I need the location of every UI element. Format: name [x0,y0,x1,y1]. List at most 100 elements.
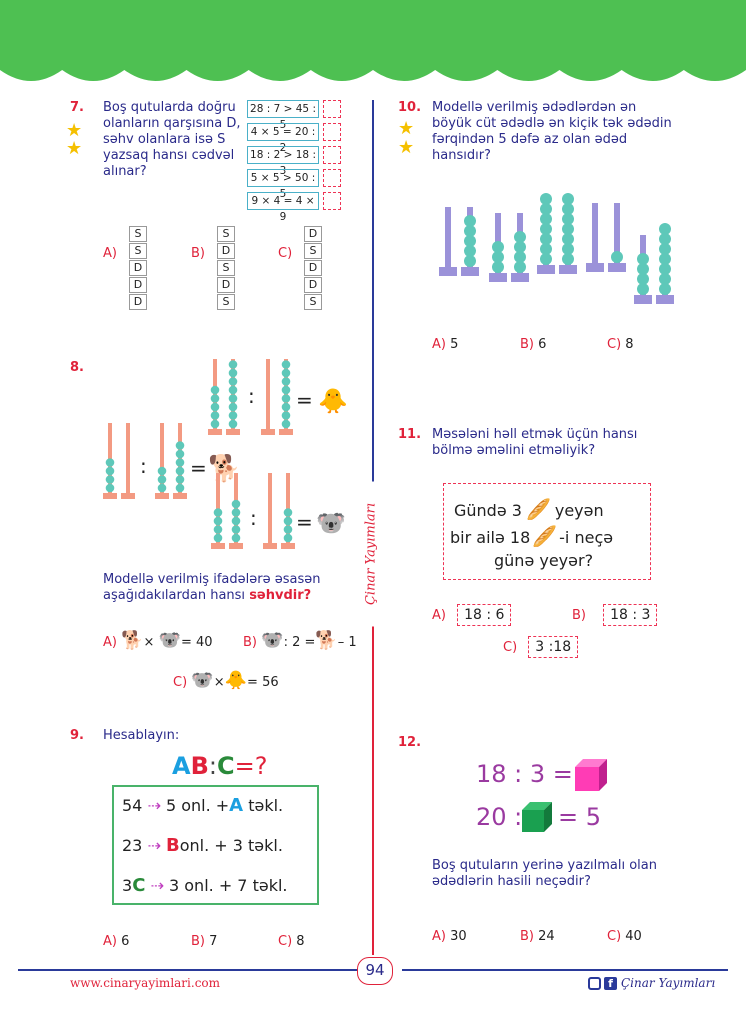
bead [540,213,552,225]
bead [540,243,552,255]
rod-base [103,493,117,499]
bead [210,402,220,412]
letter-a: A [172,752,191,780]
colon: : [140,454,147,478]
bead [464,215,476,227]
dog-icon: 🐕 [315,630,338,651]
option-cell: D [217,277,235,293]
bread-icon: 🥖 [532,524,558,548]
q7-answer-box[interactable] [323,100,341,118]
option-value: 3 :18 [528,636,579,658]
q10-number: 10. [398,100,422,115]
q8-option-c: C) 🐨×🐥= 56 [173,670,279,691]
q7-row: 4 × 5 = 20 : 2 [247,123,341,154]
rod-base [211,543,225,549]
rod [216,473,220,543]
option-b[interactable]: B) 7 [191,930,217,949]
row-left: 23 [122,836,143,855]
facebook-icon[interactable]: f [604,977,617,990]
q7-expression: 4 × 5 = 20 : 2 [247,123,319,154]
row-left: 54 [122,796,143,815]
bead [562,243,574,255]
q11-text: Məsələni həll etmək üçün hansı bölmə əmə… [432,427,638,458]
option-cell: S [217,226,235,242]
q7-answer-box[interactable] [323,123,341,141]
option-label: A) [103,934,122,949]
bead [228,402,238,412]
q9-box [112,785,319,905]
option-c[interactable]: C) 8 [278,930,305,949]
q7-expression: 18 : 2 > 18 : 3 [247,146,319,177]
bead [540,203,552,215]
option-label[interactable]: C) [278,246,293,261]
bead [492,251,504,263]
option-value: 8 [296,934,305,949]
q8-text-main: Modellə verilmiş ifadələrə əsasən aşağıd… [103,572,321,603]
option-a[interactable]: A) 30 [432,925,467,944]
option-c[interactable]: C) 8 [607,333,634,352]
option-cell: S [304,294,322,310]
colon: : [250,506,257,530]
option-b[interactable]: B) 24 [520,925,555,944]
bread-icon: 🥖 [525,497,551,521]
option-label: A) [432,608,446,623]
rod-base [634,295,652,304]
q7-expression: 28 : 7 > 45 : 5 [247,100,319,131]
option-label[interactable]: A) [103,246,117,261]
bead [281,402,291,412]
row-right-end: təkl. [248,796,284,815]
bead [231,533,241,543]
option-cell: D [304,226,322,242]
bead [283,533,293,543]
bead [157,483,167,493]
expr-tail: = 40 [180,635,213,650]
koala-icon: 🐨 [191,670,214,691]
letter-b: B [165,835,180,856]
footer-brand: Çinar Yayımları [621,976,716,990]
bead [231,499,241,509]
expr: : 2 = [283,635,316,650]
bead [210,419,220,429]
equals: =? [234,752,268,780]
line1-a: Gündə 3 [454,501,522,520]
bead [105,483,115,493]
q7-answer-box[interactable] [323,146,341,164]
bead [659,283,671,295]
bead [228,385,238,395]
option-label[interactable]: B) [191,246,205,261]
option-a[interactable]: A) 6 [103,930,129,949]
option-cell: S [129,243,147,259]
rod-base [229,543,243,549]
bead [611,251,623,263]
q7-answer-box[interactable] [323,169,341,187]
option-value: 30 [450,929,467,944]
q7-answer-box[interactable] [323,192,341,210]
bead [514,261,526,273]
bead [514,231,526,243]
q12-eq2: 20 : [476,803,522,831]
bead [637,263,649,275]
option-value: 24 [538,929,555,944]
option-cell: D [304,260,322,276]
footer-website[interactable]: www.cinaryayimlari.com [70,976,221,990]
bead [659,233,671,245]
instagram-icon[interactable] [588,977,601,990]
option-c[interactable]: C) 40 [607,925,642,944]
q10-text: Modellə verilmiş ədədlərdən ən böyük cüt… [432,100,672,163]
option-cell: D [304,277,322,293]
green-cube-icon [522,802,552,832]
option-a[interactable]: A) 5 [432,333,458,352]
bead [540,253,552,265]
bead [175,466,185,476]
bead [562,193,574,205]
bead [637,253,649,265]
rod-base [261,429,275,435]
rod [126,423,130,493]
bead [175,458,185,467]
bead [659,223,671,235]
rod-base [489,273,507,282]
q12-eq2b: = 5 [558,803,602,831]
option-b[interactable]: B) 6 [520,333,546,352]
option-label: C) [607,929,626,944]
